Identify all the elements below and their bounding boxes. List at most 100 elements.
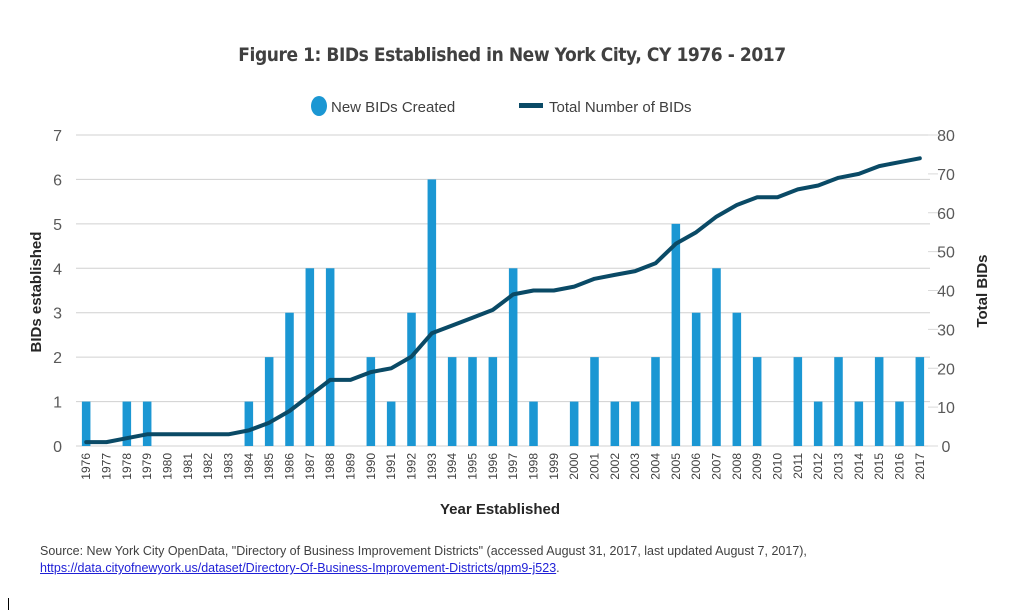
y-axis-left-title: BIDs established	[28, 232, 45, 353]
x-tick-label: 2001	[588, 453, 602, 480]
bar-2013	[834, 357, 843, 446]
y-right-tick-label: 60	[937, 206, 955, 223]
bar-2005	[671, 223, 681, 446]
bar-1992	[407, 312, 416, 446]
x-tick-label: 1984	[242, 453, 256, 480]
x-tick-label: 1987	[303, 453, 317, 480]
y-right-tick-label: 30	[937, 322, 955, 339]
x-tick-label: 1997	[506, 453, 520, 480]
bar-1979	[142, 401, 152, 446]
right-axis-ticks: 0 10 20 30 40 50 60 70 80	[928, 128, 955, 456]
x-tick-label: 1991	[384, 453, 398, 480]
x-tick-label: 2017	[913, 453, 927, 480]
x-tick-label: 2010	[771, 453, 785, 480]
x-tick-label: 1996	[486, 453, 500, 480]
x-tick-label: 2015	[872, 453, 886, 480]
bar-2017	[915, 357, 925, 446]
text-cursor	[8, 598, 9, 610]
bar-1996	[488, 357, 498, 446]
bar-2009	[752, 357, 762, 446]
bar-2000	[569, 401, 579, 446]
x-tick-label: 2005	[669, 453, 683, 480]
x-tick-label: 2003	[628, 453, 642, 480]
x-tick-label: 2008	[730, 453, 744, 480]
bar-1995	[468, 357, 477, 446]
line-total-bids	[84, 156, 922, 445]
x-tick-label: 1976	[79, 453, 93, 480]
y-right-tick-label: 20	[937, 361, 955, 378]
x-tick-label: 1986	[283, 453, 297, 480]
y-right-tick-label: 50	[937, 245, 955, 262]
x-tick-label: 2007	[710, 453, 724, 480]
bar-1998	[529, 401, 538, 446]
bar-1986	[285, 312, 294, 446]
bar-2008	[732, 312, 742, 446]
bar-1990	[366, 357, 376, 446]
x-tick-label: 2012	[811, 453, 825, 480]
bar-1991	[386, 401, 396, 446]
x-tick-label: 1999	[547, 453, 561, 480]
bar-1988	[325, 268, 335, 446]
y-left-tick-label: 2	[53, 350, 62, 367]
line-series-total-bids	[84, 156, 922, 445]
source-note: Source: New York City OpenData, "Directo…	[40, 543, 1000, 577]
bar-2014	[854, 401, 864, 446]
source-link[interactable]: https://data.cityofnewyork.us/dataset/Di…	[40, 561, 557, 575]
x-tick-label: 2009	[750, 453, 764, 480]
x-axis-ticks: 1976 1977 1978 1979 1980 1981 1982 1983 1984 1985…	[79, 453, 927, 480]
y-left-tick-label: 3	[53, 306, 62, 323]
x-tick-label: 2013	[832, 453, 846, 480]
y-right-tick-label: 80	[937, 128, 955, 145]
source-trailing: .	[556, 561, 560, 575]
left-axis-ticks: 0 1 2 3 4 5 6 7	[53, 128, 62, 456]
bar-2012	[813, 401, 823, 446]
bar-1997	[508, 268, 518, 446]
x-tick-label: 2000	[567, 453, 581, 480]
y-left-tick-label: 1	[53, 395, 62, 412]
bar-1984	[244, 401, 254, 446]
bar-series-new-bids	[81, 179, 925, 446]
x-tick-label: 1988	[323, 453, 337, 480]
y-axis-right-title: Total BIDs	[974, 254, 991, 327]
x-tick-label: 1985	[262, 453, 276, 480]
x-tick-label: 1983	[222, 453, 236, 480]
bar-1976	[81, 401, 91, 446]
bar-2001	[590, 357, 599, 446]
x-tick-label: 2016	[893, 453, 907, 480]
gridlines	[76, 134, 930, 447]
legend-label-new-bids: New BIDs Created	[331, 99, 455, 116]
x-tick-label: 1989	[344, 453, 358, 480]
x-tick-label: 1977	[100, 453, 114, 480]
source-text: Source: New York City OpenData, "Directo…	[40, 544, 807, 558]
x-tick-label: 1978	[120, 453, 134, 480]
bar-1985	[264, 357, 274, 446]
legend-label-total-bids: Total Number of BIDs	[549, 99, 692, 116]
x-tick-label: 1994	[445, 453, 459, 480]
bar-1978	[122, 401, 132, 446]
x-tick-label: 1980	[161, 453, 175, 480]
y-right-tick-label: 70	[937, 167, 955, 184]
bar-2004	[651, 357, 660, 446]
bar-1993	[427, 179, 437, 446]
legend-swatch-new-bids	[311, 96, 327, 116]
bar-2002	[610, 401, 620, 446]
bar-2015	[874, 357, 884, 446]
y-left-tick-label: 7	[53, 128, 62, 145]
x-tick-label: 2004	[649, 453, 663, 480]
y-right-tick-label: 10	[937, 400, 955, 417]
bar-1994	[447, 357, 457, 446]
bar-2007	[712, 268, 721, 446]
legend: New BIDs Created Total Number of BIDs	[311, 96, 692, 116]
legend-swatch-total-bids	[519, 103, 543, 108]
x-tick-label: 2006	[689, 453, 703, 480]
x-tick-label: 2002	[608, 453, 622, 480]
x-tick-label: 2014	[852, 453, 866, 480]
y-right-tick-label: 0	[942, 439, 951, 456]
x-axis-title: Year Established	[440, 501, 560, 518]
y-left-tick-label: 0	[53, 439, 62, 456]
y-left-tick-label: 6	[53, 172, 62, 189]
x-tick-label: 2011	[791, 453, 805, 479]
bar-2003	[630, 401, 640, 446]
y-left-tick-label: 4	[53, 261, 62, 278]
y-right-tick-label: 40	[937, 284, 955, 301]
